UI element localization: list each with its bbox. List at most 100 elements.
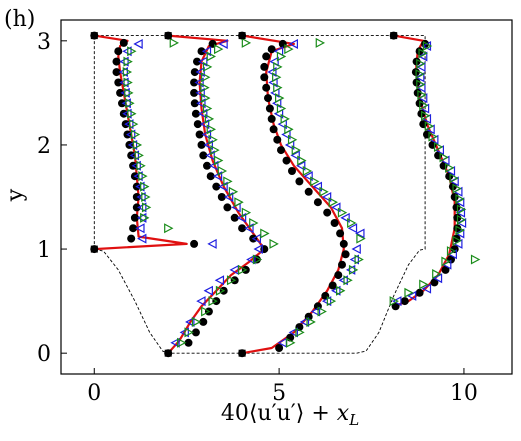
geometry-outline [93,35,426,354]
marker-tri-right-75 [276,51,287,62]
marker-tri-right-90 [449,173,459,184]
marker-dot-62 [328,281,337,290]
marker-tri-left-89 [455,207,466,218]
marker-tri-left-60 [355,228,365,239]
marker-tri-right-93 [433,142,444,153]
marker-dot-39 [212,182,221,191]
marker-dot-44 [195,130,204,139]
marker-dot-73 [288,167,296,175]
marker-dot-80 [264,94,272,103]
marker-tri-left-80 [392,296,402,307]
marker-tri-right-99 [416,79,426,90]
y-tick-label: 0 [37,342,51,367]
marker-tri-left-3 [137,212,147,223]
marker-dot-92 [441,265,450,274]
marker-tri-right-39 [206,124,216,135]
marker-dot-18 [112,68,121,77]
marker-tri-right-51 [306,316,316,327]
marker-dot-85 [267,45,276,54]
marker-tri-right-35 [217,165,228,176]
marker-dot-68 [330,219,339,227]
marker-tri-right-55 [343,275,353,286]
y-tick-label: 2 [37,134,51,159]
marker-tri-right-47 [214,44,224,55]
marker-dot-70 [313,198,322,207]
marker-dot-90 [415,288,424,297]
marker-tri-left-61 [347,223,358,234]
marker-tri-right-77 [315,37,326,48]
marker-tri-left-14 [121,98,131,109]
marker-tri-right-95 [424,121,435,132]
marker-tri-right-22 [201,306,211,317]
marker-tri-right-28 [269,238,279,249]
marker-tri-right-68 [284,124,294,135]
marker-dot-36 [230,213,239,222]
marker-tri-right-38 [208,134,218,145]
marker-tri-right-33 [228,186,239,197]
marker-tri-right-76 [284,44,294,55]
marker-dot-106 [419,120,428,129]
marker-tri-right-64 [302,165,313,176]
marker-dot-50 [190,68,199,77]
marker-dot-83 [260,62,269,71]
marker-dot-17 [114,78,123,87]
marker-tri-right-83 [446,246,457,257]
marker-dot-35 [238,224,247,233]
marker-dot-105 [423,130,431,139]
marker-dot-66 [339,239,348,248]
marker-tri-right-46 [206,51,216,62]
marker-dot-4 [130,213,139,222]
marker-dot-45 [193,120,202,129]
marker-tri-right-10 [128,119,139,130]
marker-tri-right-8 [132,139,143,150]
marker-tri-right-98 [417,89,427,100]
marker-tri-right-1 [140,212,150,223]
marker-square-2 [164,349,172,357]
marker-dot-63 [334,271,343,280]
marker-tri-right-36 [214,155,224,166]
marker-tri-left-63 [331,202,341,213]
marker-tri-right-13 [124,87,134,98]
marker-tri-right-57 [354,254,364,265]
marker-tri-right-40 [204,113,215,124]
marker-dot-51 [193,57,201,66]
marker-tri-left-102 [415,72,425,83]
marker-dot-56 [275,344,284,352]
marker-dot-79 [265,104,274,113]
marker-tri-right-41 [202,103,213,114]
marker-tri-left-66 [303,171,313,182]
marker-tri-right-53 [326,296,337,307]
marker-tri-right-81 [432,269,442,280]
marker-tri-right-58 [356,233,366,244]
marker-dot-46 [191,109,200,118]
marker-tri-right-19 [177,337,187,348]
marker-tri-right-18 [169,37,180,48]
marker-dot-88 [391,302,400,311]
marker-tri-right-37 [210,145,220,156]
marker-tri-left-20 [133,38,143,49]
marker-tri-right-32 [234,197,244,208]
marker-tri-left-79 [288,38,298,49]
marker-dot-5 [132,203,141,212]
marker-tri-right-71 [275,93,285,104]
marker-dot-48 [190,88,199,97]
marker-tri-right-4 [140,181,150,192]
x-tick-label: 5 [272,381,286,406]
marker-tri-right-96 [421,110,431,121]
marker-tri-left-28 [246,254,256,265]
marker-dot-74 [282,156,291,165]
marker-tri-left-1 [137,233,147,244]
marker-dot-19 [112,57,121,66]
marker-dot-91 [430,278,439,287]
marker-dot-37 [223,203,232,212]
marker-tri-left-24 [196,296,206,307]
marker-dot-71 [304,187,313,196]
marker-dot-53 [208,39,217,48]
marker-tri-right-103 [422,41,433,52]
marker-dot-42 [199,151,208,160]
marker-dot-76 [273,135,282,144]
marker-tri-right-85 [455,225,465,236]
marker-tri-right-21 [191,316,202,327]
marker-tri-right-42 [201,93,211,104]
